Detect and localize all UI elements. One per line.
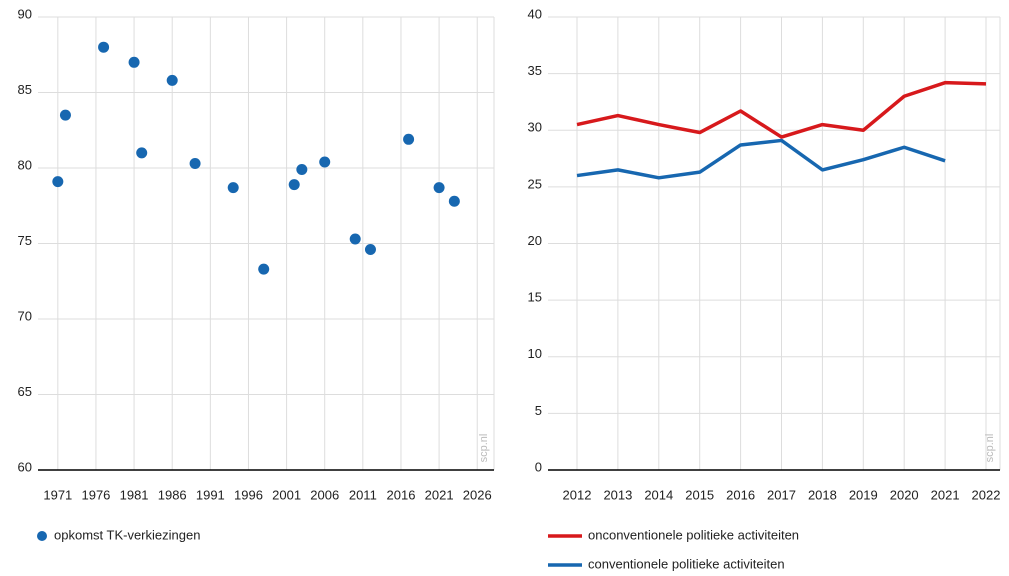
x-tick-label: 2016 xyxy=(387,487,416,502)
point xyxy=(258,263,270,275)
point xyxy=(364,244,376,256)
y-tick-label: 5 xyxy=(535,403,542,418)
point xyxy=(98,41,110,53)
y-tick-label: 70 xyxy=(18,308,32,323)
x-tick-label: 2022 xyxy=(972,487,1001,502)
point xyxy=(448,195,460,207)
point xyxy=(433,182,445,194)
x-tick-label: 2021 xyxy=(931,487,960,502)
point xyxy=(52,176,64,188)
legend-label: opkomst TK-verkiezingen xyxy=(54,527,200,542)
x-tick-label: 2015 xyxy=(685,487,714,502)
y-tick-label: 90 xyxy=(18,6,32,21)
x-tick-label: 1971 xyxy=(43,487,72,502)
x-tick-label: 2006 xyxy=(310,487,339,502)
x-tick-label: 1996 xyxy=(234,487,263,502)
y-tick-label: 60 xyxy=(18,459,32,474)
point xyxy=(296,164,308,176)
y-tick-label: 80 xyxy=(18,157,32,172)
point xyxy=(136,147,148,159)
point xyxy=(128,56,140,68)
x-tick-label: 2012 xyxy=(563,487,592,502)
x-tick-label: 2016 xyxy=(726,487,755,502)
line xyxy=(576,138,946,180)
y-tick-label: 20 xyxy=(528,233,542,248)
x-tick-label: 2017 xyxy=(767,487,796,502)
y-tick-label: 0 xyxy=(535,459,542,474)
x-tick-label: 2001 xyxy=(272,487,301,502)
x-tick-label: 1976 xyxy=(81,487,110,502)
x-tick-label: 2020 xyxy=(890,487,919,502)
y-tick-label: 85 xyxy=(18,82,32,97)
watermark: scp.nl xyxy=(478,434,490,463)
x-tick-label: 2021 xyxy=(425,487,454,502)
y-tick-label: 25 xyxy=(528,176,542,191)
x-tick-label: 1986 xyxy=(158,487,187,502)
x-tick-label: 2019 xyxy=(849,487,878,502)
point xyxy=(288,179,300,191)
y-tick-label: 65 xyxy=(18,384,32,399)
point xyxy=(166,74,178,86)
x-tick-label: 2018 xyxy=(808,487,837,502)
legend-swatch xyxy=(37,531,47,541)
watermark: scp.nl xyxy=(984,434,996,463)
point xyxy=(59,109,71,121)
y-tick-label: 30 xyxy=(528,120,542,135)
y-tick-label: 15 xyxy=(528,290,542,305)
y-tick-label: 40 xyxy=(528,6,542,21)
x-tick-label: 1981 xyxy=(120,487,149,502)
x-tick-label: 2026 xyxy=(463,487,492,502)
x-tick-label: 2014 xyxy=(644,487,673,502)
x-tick-label: 1991 xyxy=(196,487,225,502)
y-tick-label: 10 xyxy=(528,346,542,361)
x-tick-label: 2013 xyxy=(603,487,632,502)
point xyxy=(227,182,239,194)
point xyxy=(403,133,415,145)
y-tick-label: 75 xyxy=(18,233,32,248)
x-tick-label: 2011 xyxy=(349,487,377,502)
point xyxy=(189,157,201,169)
legend-label: onconventionele politieke activiteiten xyxy=(588,527,799,542)
line xyxy=(576,80,987,139)
legend-label: conventionele politieke activiteiten xyxy=(588,556,785,571)
point xyxy=(319,156,331,168)
point xyxy=(349,233,361,245)
y-tick-label: 35 xyxy=(528,63,542,78)
